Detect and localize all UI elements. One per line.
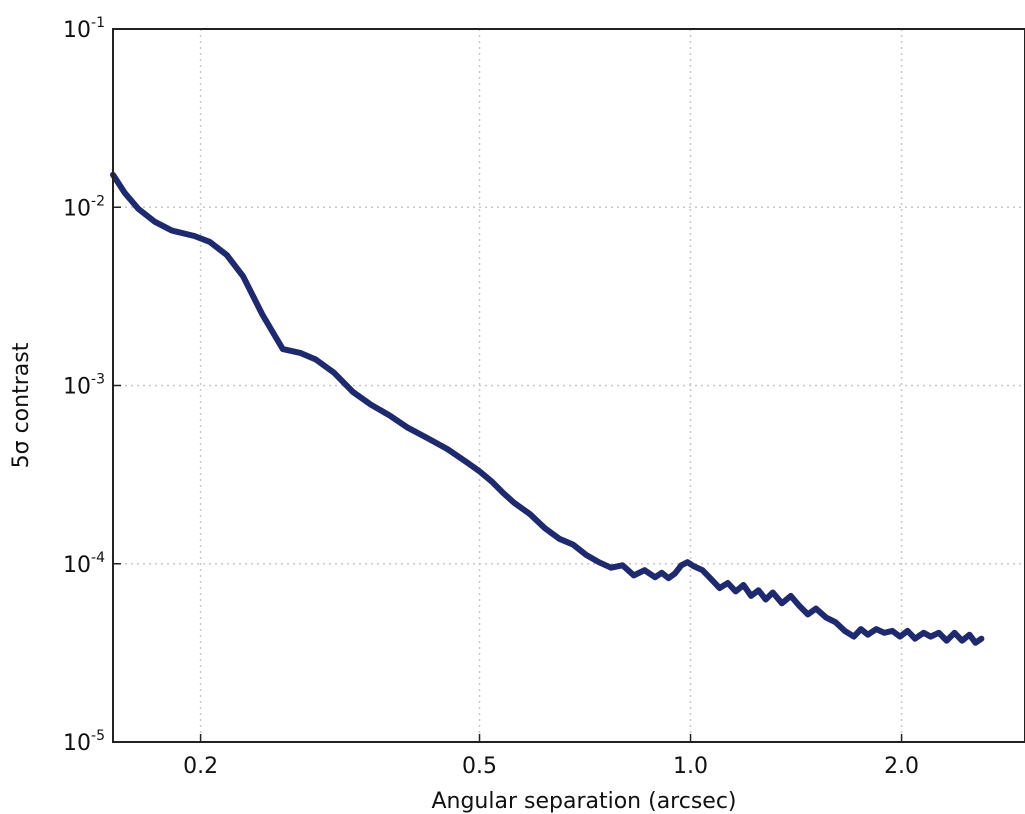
x-axis: 0.2 0.5 1.0 2.0 [183,734,919,779]
x-tick-label: 0.5 [462,754,497,779]
y-tick-label: 10-3 [63,372,105,400]
grid-lines [113,29,1025,742]
y-tick-label: 10-5 [63,728,105,756]
x-tick-label: 1.0 [673,754,708,779]
y-tick-label: 10-2 [63,193,105,221]
series-line [110,171,985,646]
y-tick-label: 10-1 [63,15,105,43]
y-axis-label: 5σ contrast [9,342,34,468]
x-tick-label: 0.2 [183,754,218,779]
x-axis-label: Angular separation (arcsec) [431,789,736,814]
x-tick-label: 2.0 [884,754,919,779]
y-tick-label: 10-4 [63,550,105,578]
y-axis: 10-5 10-4 10-3 10-2 10-1 [63,15,121,756]
